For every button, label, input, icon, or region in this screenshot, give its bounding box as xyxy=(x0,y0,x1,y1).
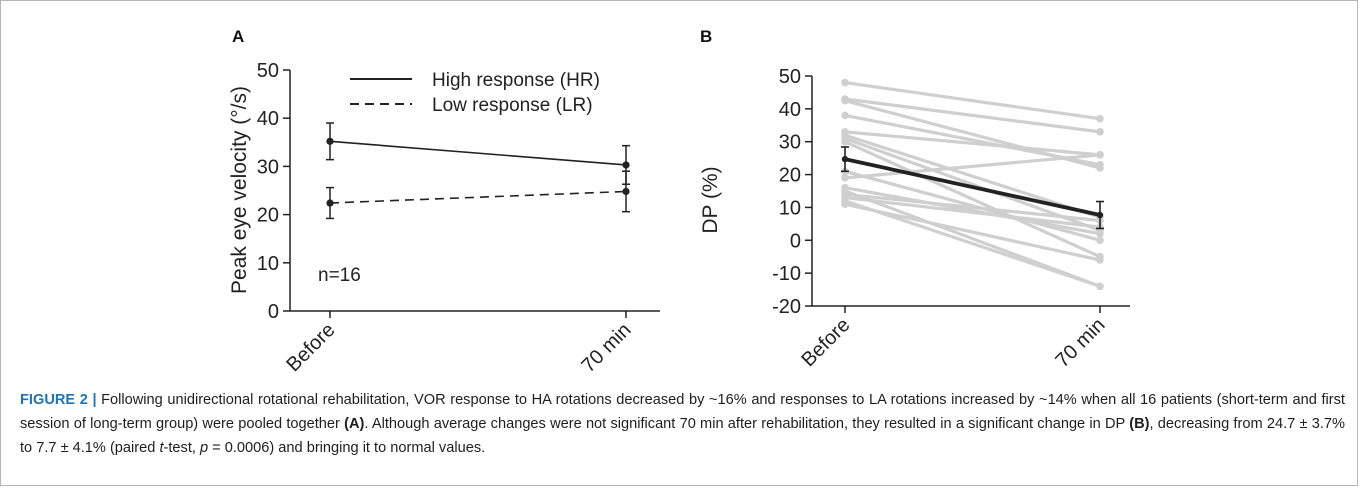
caption-text-3: , decreasing from 24.7 ± 3.7% to 7.7 ± 4… xyxy=(20,416,1345,456)
panel-b-patient-line xyxy=(843,202,1102,262)
panel-b-patient-point xyxy=(1096,160,1104,169)
panel-a-series-line-hr xyxy=(329,140,627,166)
panel-a-y-tick-label: 40 xyxy=(257,108,279,130)
panel-a-y-tick-label: 10 xyxy=(257,253,279,275)
panel-b-y-tick-label: 30 xyxy=(779,132,801,154)
panel-b: B DP (%) -20 -10 0 10 20 30 40 50 Before 70 min xyxy=(699,27,1130,372)
panel-b-patient-line xyxy=(843,186,1102,236)
panel-b-y-tick-label: 10 xyxy=(779,197,801,219)
caption-p-italic: p xyxy=(200,440,209,456)
panel-a-point-lr xyxy=(622,187,630,196)
panel-b-x-tick-label: Before xyxy=(797,314,854,371)
panel-b-y-tick-label: 0 xyxy=(790,230,801,252)
caption-figure-label: FIGURE 2 | xyxy=(20,392,97,408)
panel-a-y-tick-label: 50 xyxy=(257,60,279,82)
panel-b-patient-point xyxy=(1096,282,1104,291)
panel-b-x-tick-label: 70 min xyxy=(1052,314,1110,372)
panel-a-x-tick-label: 70 min xyxy=(578,319,636,377)
legend-label-lr: Low response (LR) xyxy=(432,95,593,116)
panel-a-series-line-lr xyxy=(329,190,627,204)
panel-b-patient-point xyxy=(841,137,849,146)
caption-ref-a: (A) xyxy=(344,416,365,432)
panel-b-patient-line xyxy=(843,169,1102,242)
panel-a-point-lr xyxy=(326,199,334,207)
caption-text-1: Following unidirectional rotational reha… xyxy=(20,392,1345,432)
panel-b-patient-line xyxy=(843,195,1102,229)
panel-b-y-tick-label: 40 xyxy=(779,99,801,121)
panel-b-patient-point xyxy=(841,174,849,182)
panel-a-x-tick-label: Before xyxy=(282,319,339,376)
panel-b-patient-point xyxy=(1096,229,1104,238)
panel-b-mean-point xyxy=(1096,211,1104,219)
panel-b-patient-line xyxy=(843,80,1102,121)
panel-b-patient-point xyxy=(1096,151,1104,159)
panel-b-patient-line xyxy=(843,133,1102,219)
panel-b-y-tick-label: 20 xyxy=(779,165,801,187)
legend-label-hr: High response (HR) xyxy=(432,70,600,91)
panel-b-patient-point xyxy=(1096,128,1104,136)
panel-b-patient-line xyxy=(843,97,1102,134)
panel-b-patient-point xyxy=(841,96,849,105)
caption-text-4: -test, xyxy=(163,440,200,456)
figure-caption: FIGURE 2 | Following unidirectional rota… xyxy=(20,388,1345,460)
panel-b-y-label: DP (%) xyxy=(699,166,722,233)
panel-b-y-tick-label: 50 xyxy=(779,66,801,88)
panel-b-patient-point xyxy=(1096,236,1104,245)
panel-b-patient-line xyxy=(843,140,1102,259)
panel-a-label: A xyxy=(232,27,244,46)
panel-b-patient-point xyxy=(1096,256,1104,264)
panel-b-patient-point xyxy=(841,78,849,87)
panel-b-mean-line xyxy=(843,157,1102,217)
panel-b-patient-point xyxy=(841,111,849,120)
panel-b-mean-point xyxy=(841,155,849,163)
caption-text-2: . Although average changes were not sign… xyxy=(364,416,1130,432)
panel-b-patient-line xyxy=(843,192,1102,223)
panel-b-label: B xyxy=(700,27,712,46)
panel-a-y-tick-label: 0 xyxy=(268,301,279,323)
panel-a-point-hr xyxy=(622,161,630,169)
panel-b-patient-line xyxy=(843,130,1102,157)
panel-b-patient-line xyxy=(843,199,1102,288)
panel-b-patient-point xyxy=(841,200,849,208)
panel-b-y-tick-label: -10 xyxy=(772,263,801,285)
caption-text-5: = 0.0006) and bringing it to normal valu… xyxy=(208,440,486,456)
caption-ref-b: (B) xyxy=(1129,416,1150,432)
panel-a-annotation: n=16 xyxy=(318,265,361,286)
panel-b-patient-line xyxy=(843,113,1102,167)
panel-b-y-tick-label: -20 xyxy=(772,296,801,318)
panel-a-y-tick-label: 30 xyxy=(257,156,279,178)
panel-b-patient-point xyxy=(1096,114,1104,123)
panel-a-y-tick-label: 20 xyxy=(257,205,279,227)
panel-a-point-hr xyxy=(326,137,334,145)
panel-b-patient-line xyxy=(843,153,1102,180)
figure-2-charts: A Peak eye velocity (°/s) n=16 High resp… xyxy=(228,27,1130,377)
panel-a: A Peak eye velocity (°/s) n=16 High resp… xyxy=(228,27,660,377)
caption-t-italic: t xyxy=(159,440,164,456)
panel-a-y-label: Peak eye velocity (°/s) xyxy=(228,86,251,294)
